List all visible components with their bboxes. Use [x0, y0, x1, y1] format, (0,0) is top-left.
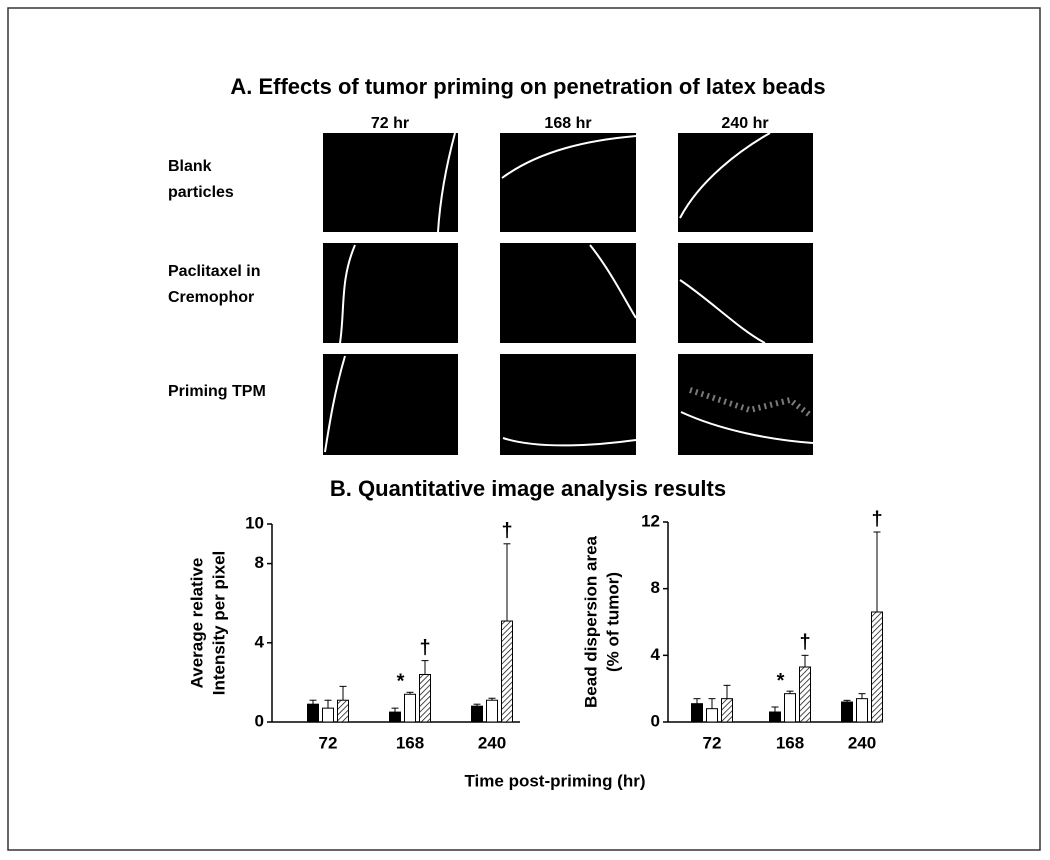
y-axis-label: Intensity per pixel	[209, 551, 228, 696]
bar	[856, 698, 868, 723]
x-tick-label: 240	[848, 733, 876, 752]
row-label: Paclitaxel in	[168, 263, 261, 280]
bar	[486, 699, 498, 723]
x-tick-label: 240	[478, 733, 506, 752]
bar	[307, 703, 319, 723]
y-tick-label: 0	[255, 711, 264, 730]
y-tick-label: 8	[255, 553, 264, 572]
significance-marker: †	[799, 632, 810, 654]
bar	[404, 693, 416, 723]
significance-marker: †	[501, 520, 512, 542]
bar	[769, 711, 781, 723]
row-label: particles	[168, 184, 234, 201]
micrographs	[323, 132, 814, 455]
bar	[322, 707, 334, 723]
y-tick-label: 8	[651, 578, 660, 597]
bar	[691, 703, 703, 723]
panel-a-title: A. Effects of tumor priming on penetrati…	[230, 74, 825, 99]
y-axis-label: Bead dispersion area	[581, 535, 600, 708]
y-axis-label: Average relative	[187, 558, 206, 689]
bar	[706, 708, 718, 723]
bar	[471, 705, 483, 723]
x-tick-label: 72	[703, 733, 722, 752]
bar	[337, 699, 349, 723]
bar	[501, 620, 513, 723]
significance-marker: *	[777, 670, 785, 692]
row-label: Blank	[168, 158, 212, 175]
y-tick-label: 4	[651, 645, 661, 664]
column-label: 72 hr	[371, 115, 409, 132]
column-label: 168 hr	[544, 115, 591, 132]
bar	[419, 673, 431, 723]
x-tick-label: 168	[396, 733, 424, 752]
panel-b-title: B. Quantitative image analysis results	[330, 476, 726, 501]
row-label: Priming TPM	[168, 383, 266, 400]
x-tick-label: 168	[776, 733, 804, 752]
bar	[721, 698, 733, 723]
bar	[784, 693, 796, 723]
bar	[841, 701, 853, 723]
y-tick-label: 4	[255, 632, 265, 651]
column-label: 240 hr	[721, 115, 768, 132]
y-tick-label: 12	[641, 511, 660, 530]
bar	[389, 711, 401, 723]
x-tick-label: 72	[319, 733, 338, 752]
y-axis-label: (% of tumor)	[603, 572, 622, 672]
row-label: Cremophor	[168, 289, 254, 306]
significance-marker: *	[397, 671, 405, 693]
y-tick-label: 10	[245, 513, 264, 532]
y-tick-label: 0	[651, 711, 660, 730]
bar	[799, 666, 811, 723]
bar	[871, 611, 883, 723]
frame	[7, 7, 1041, 851]
significance-marker: †	[419, 637, 430, 659]
x-axis-label: Time post-priming (hr)	[464, 771, 645, 790]
significance-marker: †	[871, 508, 882, 530]
